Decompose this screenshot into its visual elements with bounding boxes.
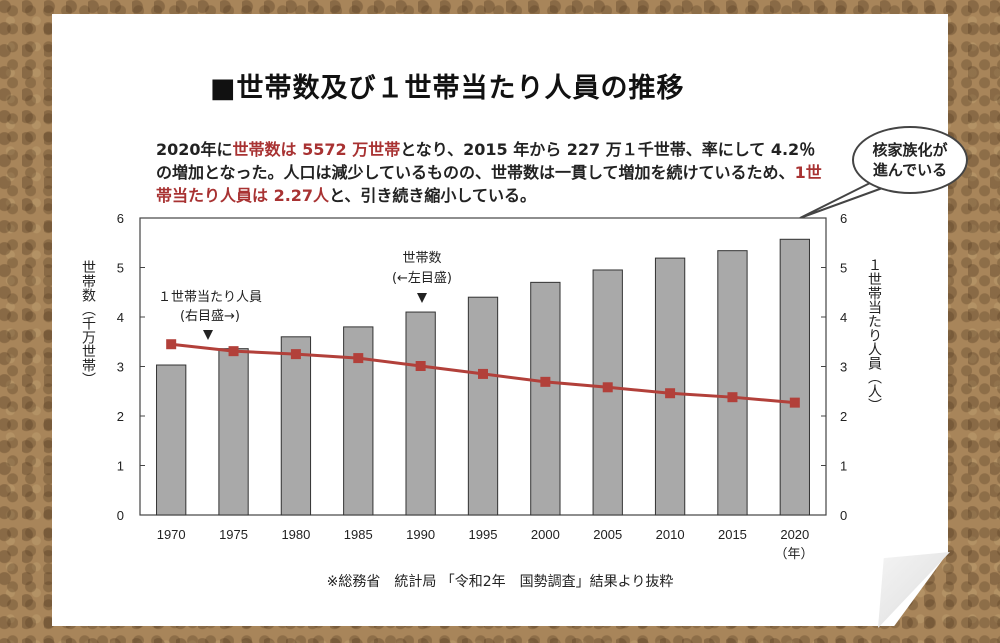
y-right-tick-label: 2 <box>840 409 847 424</box>
y-left-tick-label: 1 <box>117 459 124 474</box>
callout-line-1: 核家族化が <box>872 141 948 159</box>
bar <box>654 257 686 516</box>
x-tick-label: 2010 <box>656 527 685 542</box>
y-right-tick-label: 6 <box>840 211 847 226</box>
bar <box>779 238 810 516</box>
line-series <box>166 339 800 408</box>
x-tick-label: 1975 <box>219 527 248 542</box>
line-annotation-2: (右目盛→) <box>180 309 240 324</box>
y-left-axis-title: 世帯数（千万世帯） <box>80 260 96 386</box>
bar <box>467 296 499 516</box>
desc-highlight-persons: 1世帯当たり人員は 2.27人 <box>156 163 822 205</box>
line-point <box>727 392 738 403</box>
y-right-axis-title: １世帯当たり人員（人） <box>866 258 882 412</box>
x-tick-label: 1980 <box>281 527 310 542</box>
x-tick-label: 1985 <box>344 527 373 542</box>
line-point <box>353 353 364 364</box>
bar <box>405 311 436 516</box>
bar <box>592 269 623 516</box>
bar <box>156 364 187 516</box>
desc-highlight-households: 世帯数は 5572 万世帯 <box>232 140 401 159</box>
line-point <box>665 388 676 399</box>
x-tick-label: 1995 <box>469 527 498 542</box>
y-right-tick-label: 1 <box>840 459 847 474</box>
bar <box>280 336 312 516</box>
line-point <box>228 346 239 357</box>
x-tick-label: 2005 <box>593 527 622 542</box>
y-right-tick-label: 5 <box>840 261 847 276</box>
line-point <box>166 339 177 350</box>
line-point <box>290 349 301 360</box>
desc-part-2: となり、2015 年から 227 万１千世帯、率にして 4.2％の増加となった。… <box>156 140 816 182</box>
page-title: ■世帯数及び１世帯当たり人員の推移 <box>210 73 685 104</box>
x-tick-label: 1970 <box>157 527 186 542</box>
x-tick-label: 2020 <box>780 527 809 542</box>
x-tick-label: 2015 <box>718 527 747 542</box>
callout-line-2: 進んでいる <box>872 161 948 179</box>
y-left-tick-label: 0 <box>117 508 124 523</box>
desc-part-1: 2020年に <box>156 140 233 159</box>
line-annotation-1: １世帯当たり人員 <box>158 290 262 305</box>
y-left-tick-labels: 0 1 2 3 4 5 6 <box>117 211 124 523</box>
x-axis-labels: 1970 1975 1980 1985 1990 1995 2000 2005 2010 2015… <box>157 527 810 542</box>
line-point <box>602 382 613 393</box>
y-left-tick-label: 5 <box>117 261 124 276</box>
callout-bubble: 核家族化が 進んでいる <box>852 126 968 194</box>
x-unit-label: （年） <box>774 547 813 562</box>
y-right-tick-label: 0 <box>840 508 847 523</box>
y-right-tick-label: 4 <box>840 310 847 325</box>
line-point <box>415 361 426 372</box>
y-left-tick-label: 2 <box>117 409 124 424</box>
y-left-tick-label: 4 <box>117 310 124 325</box>
x-tick-label: 2000 <box>531 527 560 542</box>
bar <box>218 348 249 516</box>
bar-annotation-arrow <box>417 293 427 303</box>
description-text: 2020年に世帯数は 5572 万世帯となり、2015 年から 227 万１千世… <box>156 138 828 207</box>
bar <box>530 281 561 516</box>
line-point <box>478 368 488 379</box>
line-point <box>540 376 551 387</box>
y-left-tick-label: 3 <box>117 360 124 375</box>
desc-part-3: と、引き続き縮小している。 <box>329 186 536 205</box>
y-left-tick-label: 6 <box>117 211 124 226</box>
bar-annotation-1: 世帯数 <box>402 251 441 266</box>
x-tick-label: 1990 <box>406 527 435 542</box>
bar-annotation-2: (←左目盛) <box>392 271 452 286</box>
line-point <box>789 397 800 408</box>
axis-ticks <box>140 217 826 516</box>
source-note: ※総務省 統計局 「令和2年 国勢調査」結果より抜粋 <box>326 574 674 590</box>
bar <box>717 250 748 516</box>
y-right-tick-label: 3 <box>840 360 847 375</box>
line-annotation-arrow <box>203 330 213 340</box>
y-right-tick-labels: 0 1 2 3 4 5 6 <box>840 211 847 523</box>
